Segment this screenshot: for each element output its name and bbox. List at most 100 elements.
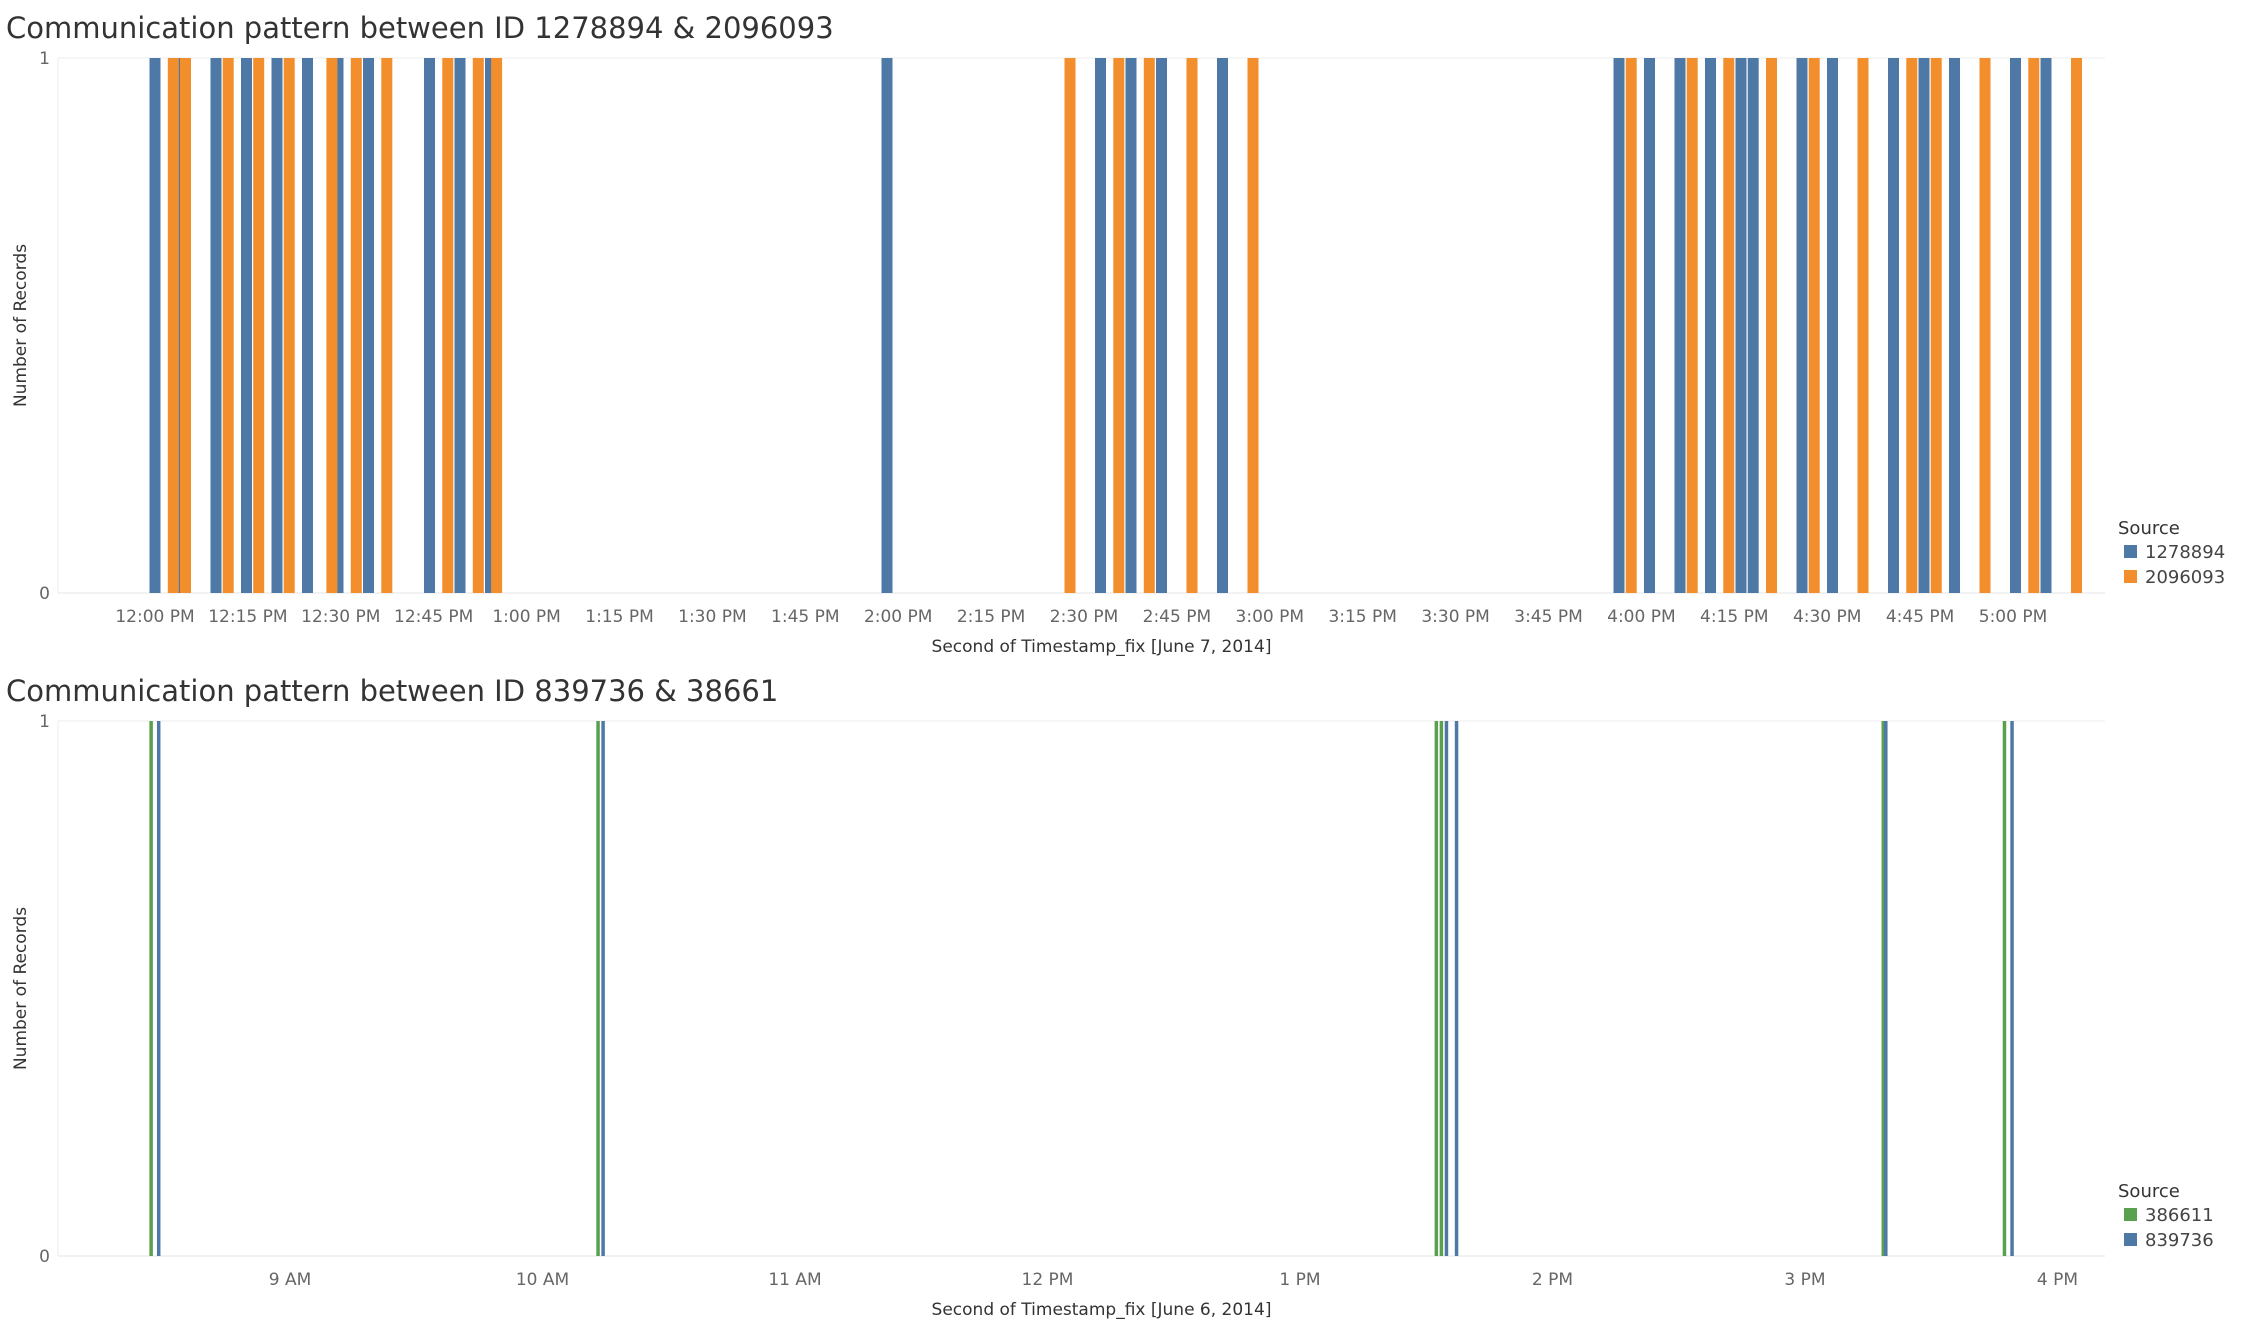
bar-1278894[interactable] bbox=[1827, 58, 1838, 593]
bar-2096093[interactable] bbox=[180, 58, 191, 593]
bar-1278894[interactable] bbox=[881, 58, 893, 593]
y-axis-label: Number of Records bbox=[11, 244, 31, 407]
bar-2096093[interactable] bbox=[491, 58, 503, 593]
bar-2096093[interactable] bbox=[1143, 58, 1155, 593]
bar-386611[interactable] bbox=[2002, 721, 2007, 1256]
bar-2096093[interactable] bbox=[326, 58, 338, 593]
bar-2096093[interactable] bbox=[1723, 58, 1735, 593]
x-tick-label: 2:45 PM bbox=[1143, 607, 1212, 627]
bar-2096093[interactable] bbox=[1186, 58, 1198, 593]
bar-2096093[interactable] bbox=[1906, 58, 1918, 593]
bar-2096093[interactable] bbox=[2071, 58, 2082, 593]
bar-2096093[interactable] bbox=[1686, 58, 1698, 593]
bar-2096093[interactable] bbox=[1113, 58, 1125, 593]
bar-1278894[interactable] bbox=[332, 58, 344, 593]
bar-1278894[interactable] bbox=[363, 58, 374, 593]
bar-386611[interactable] bbox=[596, 721, 600, 1256]
bar-2096093[interactable] bbox=[167, 58, 179, 593]
bar-1278894[interactable] bbox=[1125, 58, 1137, 593]
x-tick-label: 12:45 PM bbox=[394, 607, 473, 627]
bar-1278894[interactable] bbox=[149, 58, 161, 593]
x-tick-label: 3:45 PM bbox=[1514, 607, 1583, 627]
bar-2096093[interactable] bbox=[283, 58, 295, 593]
bar-839736[interactable] bbox=[1884, 721, 1888, 1256]
y-tick-label: 1 bbox=[39, 49, 50, 69]
bar-1278894[interactable] bbox=[271, 58, 283, 593]
bar-1278894[interactable] bbox=[1644, 58, 1655, 593]
bar-2096093[interactable] bbox=[381, 58, 393, 593]
x-tick-label: 4:00 PM bbox=[1607, 607, 1676, 627]
bar-2096093[interactable] bbox=[1930, 58, 1942, 593]
bar-1278894[interactable] bbox=[302, 58, 313, 593]
bar-2096093[interactable] bbox=[442, 58, 454, 593]
bar-839736[interactable] bbox=[1454, 721, 1459, 1256]
bar-2096093[interactable] bbox=[2028, 58, 2040, 593]
bar-839736[interactable] bbox=[156, 721, 161, 1256]
x-tick-label: 4 PM bbox=[2037, 1270, 2078, 1290]
bar-1278894[interactable] bbox=[1217, 58, 1228, 593]
bar-2096093[interactable] bbox=[1625, 58, 1637, 593]
bar-2096093[interactable] bbox=[253, 58, 265, 593]
bar-2096093[interactable] bbox=[1979, 58, 1991, 593]
bar-2096093[interactable] bbox=[1766, 58, 1777, 593]
bar-386611[interactable] bbox=[1439, 721, 1444, 1256]
chart-2: Communication pattern between ID 839736 … bbox=[6, 674, 2214, 1320]
legend-entry[interactable]: 839736 bbox=[2145, 1230, 2214, 1251]
chart-title: Communication pattern between ID 839736 … bbox=[6, 674, 778, 708]
legend-entry[interactable]: 1278894 bbox=[2145, 542, 2225, 563]
x-tick-label: 4:45 PM bbox=[1886, 607, 1955, 627]
bar-1278894[interactable] bbox=[2010, 58, 2021, 593]
bar-1278894[interactable] bbox=[1674, 58, 1686, 593]
bar-1278894[interactable] bbox=[1735, 58, 1747, 593]
bar-1278894[interactable] bbox=[2040, 58, 2052, 593]
bar-1278894[interactable] bbox=[1747, 58, 1759, 593]
bar-2096093[interactable] bbox=[1247, 58, 1259, 593]
bar-1278894[interactable] bbox=[485, 58, 496, 593]
bar-1278894[interactable] bbox=[424, 58, 435, 593]
y-tick-label: 0 bbox=[39, 1247, 50, 1267]
legend-swatch bbox=[2124, 545, 2137, 558]
x-tick-label: 1:30 PM bbox=[678, 607, 747, 627]
x-tick-label: 12 PM bbox=[1022, 1270, 1074, 1290]
x-tick-label: 5:00 PM bbox=[1979, 607, 2048, 627]
bar-2096093[interactable] bbox=[350, 58, 362, 593]
legend-entry[interactable]: 2096093 bbox=[2145, 567, 2225, 588]
bar-1278894[interactable] bbox=[1705, 58, 1716, 593]
bar-839736[interactable] bbox=[2010, 721, 2014, 1256]
x-tick-label: 4:30 PM bbox=[1793, 607, 1862, 627]
bar-2096093[interactable] bbox=[1808, 58, 1820, 593]
bar-2096093[interactable] bbox=[1857, 58, 1869, 593]
x-axis-label: Second of Timestamp_fix [June 7, 2014] bbox=[932, 637, 1272, 657]
bar-1278894[interactable] bbox=[1095, 58, 1106, 593]
bar-839736[interactable] bbox=[601, 721, 605, 1256]
x-tick-label: 10 AM bbox=[516, 1270, 569, 1290]
x-tick-label: 1:00 PM bbox=[492, 607, 561, 627]
legend-title: Source bbox=[2118, 1181, 2180, 1202]
bar-1278894[interactable] bbox=[173, 58, 185, 593]
bar-1278894[interactable] bbox=[454, 58, 466, 593]
legend-entry[interactable]: 386611 bbox=[2145, 1205, 2214, 1226]
bar-386611[interactable] bbox=[1434, 721, 1439, 1256]
bar-2096093[interactable] bbox=[472, 58, 484, 593]
bar-1278894[interactable] bbox=[1918, 58, 1930, 593]
bar-2096093[interactable] bbox=[222, 58, 234, 593]
bar-386611[interactable] bbox=[1881, 721, 1886, 1256]
bar-1278894[interactable] bbox=[1796, 58, 1808, 593]
bar-1278894[interactable] bbox=[1949, 58, 1960, 593]
bar-2096093[interactable] bbox=[1064, 58, 1076, 593]
bar-839736[interactable] bbox=[1444, 721, 1449, 1256]
x-tick-label: 2:15 PM bbox=[957, 607, 1026, 627]
y-tick-label: 1 bbox=[39, 712, 50, 732]
bar-1278894[interactable] bbox=[1156, 58, 1167, 593]
bar-1278894[interactable] bbox=[241, 58, 252, 593]
x-tick-label: 4:15 PM bbox=[1700, 607, 1769, 627]
x-tick-label: 11 AM bbox=[768, 1270, 821, 1290]
bar-1278894[interactable] bbox=[210, 58, 222, 593]
legend-title: Source bbox=[2118, 518, 2180, 539]
chart-1: Communication pattern between ID 1278894… bbox=[6, 11, 2225, 657]
x-tick-label: 3 PM bbox=[1784, 1270, 1825, 1290]
bar-386611[interactable] bbox=[149, 721, 153, 1256]
bar-1278894[interactable] bbox=[1888, 58, 1899, 593]
bar-1278894[interactable] bbox=[1613, 58, 1625, 593]
